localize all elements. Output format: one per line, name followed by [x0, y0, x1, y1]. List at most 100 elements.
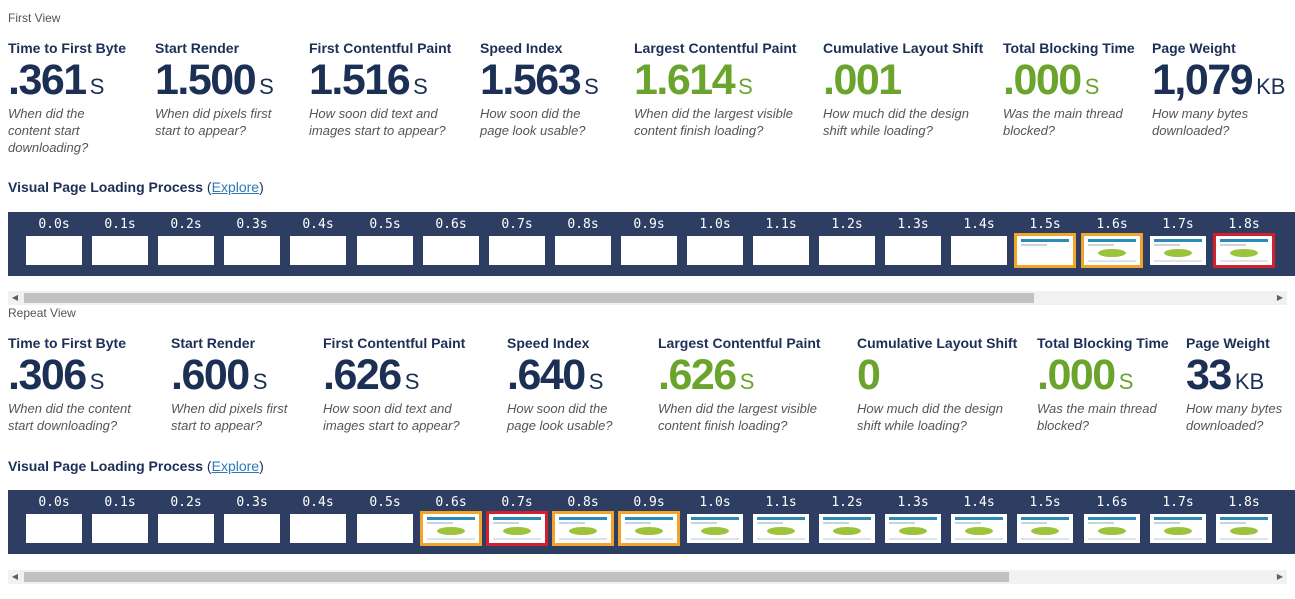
frame-thumbnail[interactable]: [486, 511, 548, 546]
filmstrip-frame[interactable]: 1.0s: [684, 212, 746, 276]
frame-time: 0.9s: [633, 217, 665, 232]
filmstrip-frame[interactable]: 1.5s: [1014, 212, 1076, 276]
filmstrip-frame[interactable]: 0.7s: [486, 490, 548, 554]
frame-thumbnail[interactable]: [951, 514, 1007, 543]
filmstrip-frame[interactable]: 0.6s: [420, 490, 482, 554]
filmstrip-frame[interactable]: 1.6s: [1081, 212, 1143, 276]
frame-thumbnail[interactable]: [1014, 233, 1076, 268]
filmstrip-frame[interactable]: 0.1s: [89, 212, 151, 276]
triangle-right-icon[interactable]: ▶: [1276, 293, 1284, 302]
frame-thumbnail[interactable]: [1213, 233, 1275, 268]
frame-thumbnail[interactable]: [1081, 233, 1143, 268]
frame-thumbnail[interactable]: [819, 514, 875, 543]
filmstrip-frame[interactable]: 0.4s: [287, 212, 349, 276]
thumb-text-line: [1154, 522, 1180, 524]
filmstrip-frame[interactable]: 1.6s: [1081, 490, 1143, 554]
metric-description-line: start downloading?: [8, 418, 118, 433]
frame-thumbnail[interactable]: [621, 236, 677, 265]
frame-thumbnail[interactable]: [26, 236, 82, 265]
filmstrip-scrollbar[interactable]: ◀ ▶: [8, 291, 1287, 305]
scrollbar-thumb[interactable]: [24, 572, 1009, 582]
frame-thumbnail[interactable]: [26, 514, 82, 543]
filmstrip-frame[interactable]: 1.0s: [684, 490, 746, 554]
frame-thumbnail[interactable]: [92, 236, 148, 265]
frame-thumbnail[interactable]: [1084, 514, 1140, 543]
filmstrip-frame[interactable]: 0.0s: [23, 212, 85, 276]
frame-thumbnail[interactable]: [1150, 514, 1206, 543]
explore-link[interactable]: Explore: [211, 458, 260, 474]
filmstrip[interactable]: 0.0s 0.1s 0.2s 0.3s 0.4s 0.5s 0.6s 0.7s 0.8s 0.9s…: [8, 490, 1295, 554]
filmstrip-frame[interactable]: 0.4s: [287, 490, 349, 554]
thumb-header: [1154, 517, 1202, 520]
frame-thumbnail[interactable]: [420, 511, 482, 546]
filmstrip-frame[interactable]: 1.3s: [882, 212, 944, 276]
filmstrip-frame[interactable]: 1.7s: [1147, 212, 1209, 276]
thumb-footer: [757, 538, 805, 540]
frame-thumbnail[interactable]: [555, 236, 611, 265]
filmstrip-frame[interactable]: 1.3s: [882, 490, 944, 554]
filmstrip-frame[interactable]: 1.5s: [1014, 490, 1076, 554]
metric-card: Largest Contentful Paint 1.614 S When did t…: [634, 40, 797, 139]
frame-thumbnail[interactable]: [687, 236, 743, 265]
frame-thumbnail[interactable]: [687, 514, 743, 543]
frame-thumbnail[interactable]: [885, 514, 941, 543]
frame-thumbnail[interactable]: [290, 514, 346, 543]
filmstrip-frame[interactable]: 1.4s: [948, 490, 1010, 554]
frame-thumbnail[interactable]: [290, 236, 346, 265]
triangle-left-icon[interactable]: ◀: [11, 293, 19, 302]
frame-thumbnail[interactable]: [1017, 514, 1073, 543]
frame-thumbnail[interactable]: [753, 514, 809, 543]
scrollbar-thumb[interactable]: [24, 293, 1034, 303]
filmstrip-frame[interactable]: 0.8s: [552, 212, 614, 276]
frame-thumbnail[interactable]: [357, 236, 413, 265]
frame-thumbnail[interactable]: [224, 514, 280, 543]
filmstrip-frame[interactable]: 0.5s: [354, 490, 416, 554]
triangle-right-icon[interactable]: ▶: [1276, 572, 1284, 581]
filmstrip-frame[interactable]: 1.1s: [750, 490, 812, 554]
filmstrip-frame[interactable]: 0.1s: [89, 490, 151, 554]
filmstrip-frame[interactable]: 0.5s: [354, 212, 416, 276]
filmstrip-frame[interactable]: 0.2s: [155, 212, 217, 276]
frame-thumbnail[interactable]: [753, 236, 809, 265]
filmstrip-scrollbar[interactable]: ◀ ▶: [8, 570, 1287, 584]
filmstrip-frame[interactable]: 0.6s: [420, 212, 482, 276]
filmstrip-frame[interactable]: 0.2s: [155, 490, 217, 554]
frame-thumbnail[interactable]: [885, 236, 941, 265]
frame-thumbnail[interactable]: [489, 236, 545, 265]
filmstrip-frame[interactable]: 1.4s: [948, 212, 1010, 276]
filmstrip-frame[interactable]: 0.9s: [618, 212, 680, 276]
frame-thumbnail[interactable]: [1216, 514, 1272, 543]
frame-thumbnail[interactable]: [158, 514, 214, 543]
metric-value: .000 S: [1037, 352, 1169, 398]
frame-thumbnail[interactable]: [618, 511, 680, 546]
filmstrip-frame[interactable]: 0.7s: [486, 212, 548, 276]
paren-open: (: [203, 179, 212, 195]
frame-thumbnail[interactable]: [158, 236, 214, 265]
frame-thumbnail[interactable]: [819, 236, 875, 265]
frame-thumbnail[interactable]: [357, 514, 413, 543]
frame-thumbnail[interactable]: [224, 236, 280, 265]
filmstrip-frame[interactable]: 1.8s: [1213, 212, 1275, 276]
filmstrip-frame[interactable]: 1.1s: [750, 212, 812, 276]
frame-thumbnail[interactable]: [1150, 236, 1206, 265]
metric-label: Time to First Byte: [8, 335, 126, 351]
explore-link[interactable]: Explore: [211, 179, 260, 195]
filmstrip-frame[interactable]: 1.2s: [816, 212, 878, 276]
frame-thumbnail[interactable]: [951, 236, 1007, 265]
filmstrip-frame[interactable]: 1.2s: [816, 490, 878, 554]
filmstrip[interactable]: 0.0s 0.1s 0.2s 0.3s 0.4s 0.5s 0.6s 0.7s 0.8s 0.9s…: [8, 212, 1295, 276]
filmstrip-frame[interactable]: 1.7s: [1147, 490, 1209, 554]
filmstrip-frame[interactable]: 0.3s: [221, 212, 283, 276]
filmstrip-frame[interactable]: 0.3s: [221, 490, 283, 554]
triangle-left-icon[interactable]: ◀: [11, 572, 19, 581]
filmstrip-frame[interactable]: 1.8s: [1213, 490, 1275, 554]
filmstrip-frame[interactable]: 0.9s: [618, 490, 680, 554]
filmstrip-frame[interactable]: 0.8s: [552, 490, 614, 554]
metric-number: 1.500: [155, 56, 257, 104]
filmstrip-frame[interactable]: 0.0s: [23, 490, 85, 554]
frame-thumbnail[interactable]: [552, 511, 614, 546]
thumb-header: [1088, 517, 1136, 520]
frame-thumbnail[interactable]: [423, 236, 479, 265]
metric-label: Speed Index: [507, 335, 590, 351]
frame-thumbnail[interactable]: [92, 514, 148, 543]
